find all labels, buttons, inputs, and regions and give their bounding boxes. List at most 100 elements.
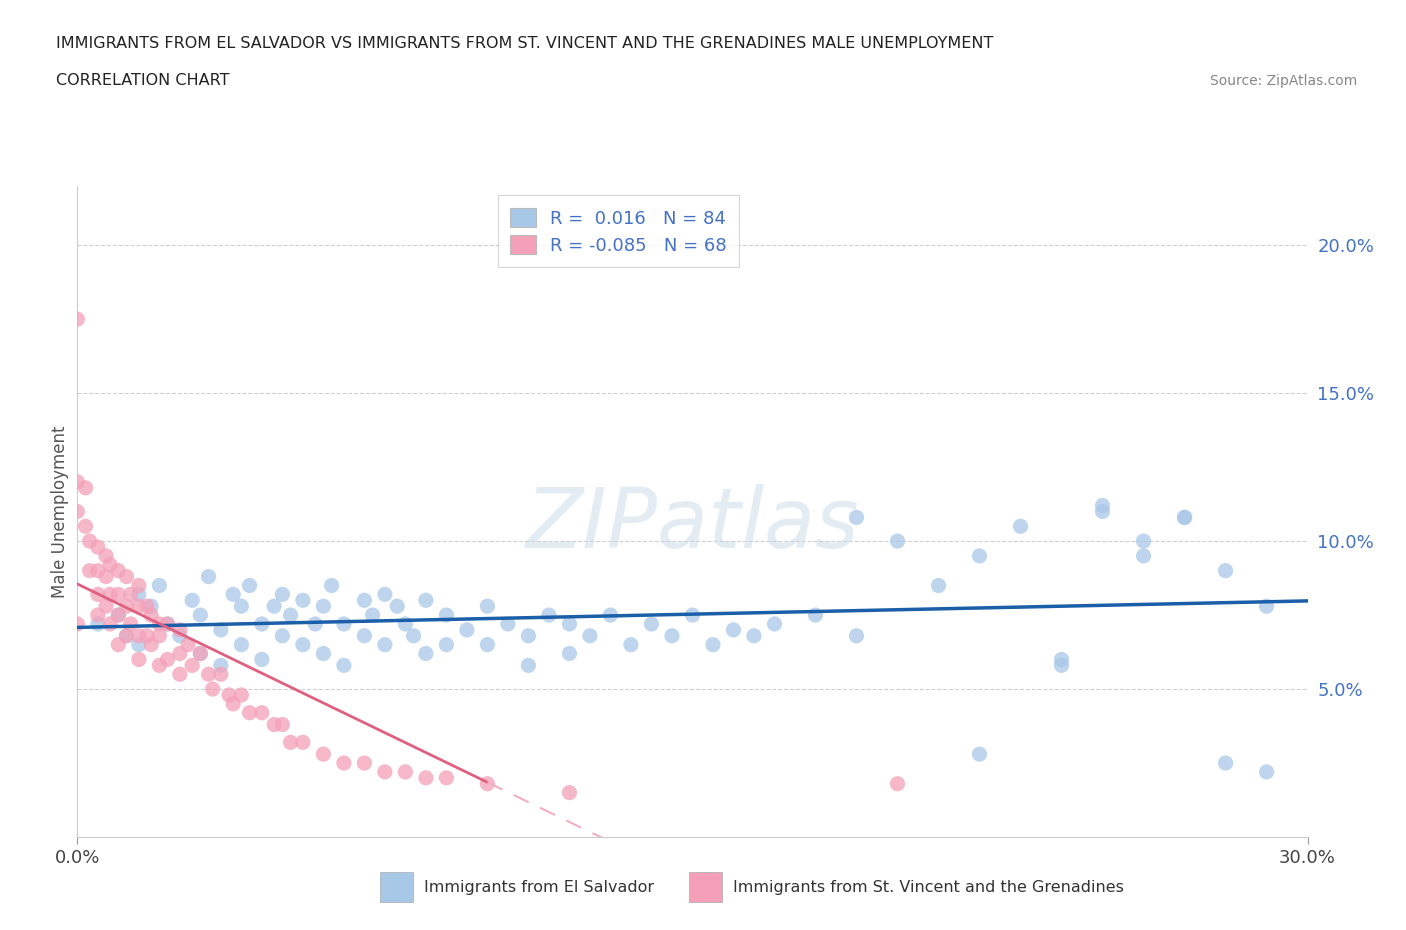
Point [477, 777, 499, 791]
Point [79, 534, 101, 549]
Point [148, 617, 170, 631]
Point [620, 637, 643, 652]
Point [115, 629, 138, 644]
Point [640, 617, 662, 631]
Point [1091, 504, 1114, 519]
Point [201, 682, 224, 697]
Point [353, 629, 375, 644]
Point [804, 607, 827, 622]
Point [374, 587, 396, 602]
Point [263, 717, 285, 732]
Point [181, 592, 204, 607]
Point [120, 587, 142, 602]
Point [239, 705, 262, 720]
Point [107, 637, 129, 652]
Point [197, 569, 219, 584]
Point [1050, 652, 1073, 667]
Text: IMMIGRANTS FROM EL SALVADOR VS IMMIGRANTS FROM ST. VINCENT AND THE GRENADINES MA: IMMIGRANTS FROM EL SALVADOR VS IMMIGRANT… [56, 36, 994, 51]
Point [87, 564, 110, 578]
Point [66, 617, 89, 631]
Point [1050, 658, 1073, 672]
Point [218, 687, 240, 702]
Point [353, 592, 375, 607]
Point [845, 629, 868, 644]
Point [66, 474, 89, 489]
Point [188, 607, 212, 622]
Point [98, 617, 121, 631]
Point [271, 587, 294, 602]
Point [312, 599, 335, 614]
Point [136, 599, 159, 614]
Point [148, 629, 170, 644]
Point [304, 617, 326, 631]
Point [312, 646, 335, 661]
Point [742, 629, 765, 644]
Y-axis label: Male Unemployment: Male Unemployment [51, 425, 69, 598]
Point [928, 578, 950, 593]
Point [239, 578, 262, 593]
Point [141, 637, 163, 652]
Point [886, 777, 908, 791]
Point [75, 481, 97, 496]
Point [333, 617, 356, 631]
Point [209, 667, 232, 682]
Point [169, 646, 191, 661]
Point [969, 549, 991, 564]
Text: Immigrants from St. Vincent and the Grenadines: Immigrants from St. Vincent and the Gren… [733, 880, 1123, 895]
Point [231, 687, 253, 702]
Point [250, 617, 273, 631]
Point [579, 629, 602, 644]
Point [537, 607, 560, 622]
Point [477, 599, 499, 614]
Point [280, 735, 302, 750]
Point [1132, 549, 1154, 564]
Point [1132, 534, 1154, 549]
Point [87, 539, 110, 554]
Point [197, 667, 219, 682]
Point [141, 599, 163, 614]
Point [333, 658, 356, 672]
Point [436, 607, 458, 622]
Point [558, 617, 581, 631]
Point [148, 578, 170, 593]
Point [169, 622, 191, 637]
Text: CORRELATION CHART: CORRELATION CHART [56, 73, 229, 88]
Point [456, 622, 478, 637]
Point [312, 747, 335, 762]
Point [1256, 764, 1278, 779]
Point [87, 617, 110, 631]
Point [436, 637, 458, 652]
Point [886, 534, 908, 549]
Point [222, 697, 245, 711]
Point [169, 667, 191, 682]
Point [1174, 510, 1197, 525]
Point [250, 652, 273, 667]
Point [402, 629, 425, 644]
Point [66, 312, 89, 326]
Point [263, 599, 285, 614]
Point [661, 629, 683, 644]
Point [98, 557, 121, 572]
Point [1010, 519, 1032, 534]
Point [107, 587, 129, 602]
Point [156, 617, 179, 631]
Legend: R =  0.016   N = 84, R = -0.085   N = 68: R = 0.016 N = 84, R = -0.085 N = 68 [498, 195, 740, 267]
Point [394, 764, 416, 779]
Point [477, 637, 499, 652]
Point [231, 637, 253, 652]
Point [291, 592, 314, 607]
Point [415, 592, 437, 607]
Point [496, 617, 519, 631]
Point [209, 622, 232, 637]
Point [128, 578, 150, 593]
Point [353, 755, 375, 770]
Text: Source: ZipAtlas.com: Source: ZipAtlas.com [1209, 74, 1357, 88]
Point [291, 637, 314, 652]
Point [107, 564, 129, 578]
Point [66, 504, 89, 519]
Point [374, 764, 396, 779]
Point [98, 587, 121, 602]
Point [280, 607, 302, 622]
Point [1174, 510, 1197, 525]
Point [94, 569, 117, 584]
